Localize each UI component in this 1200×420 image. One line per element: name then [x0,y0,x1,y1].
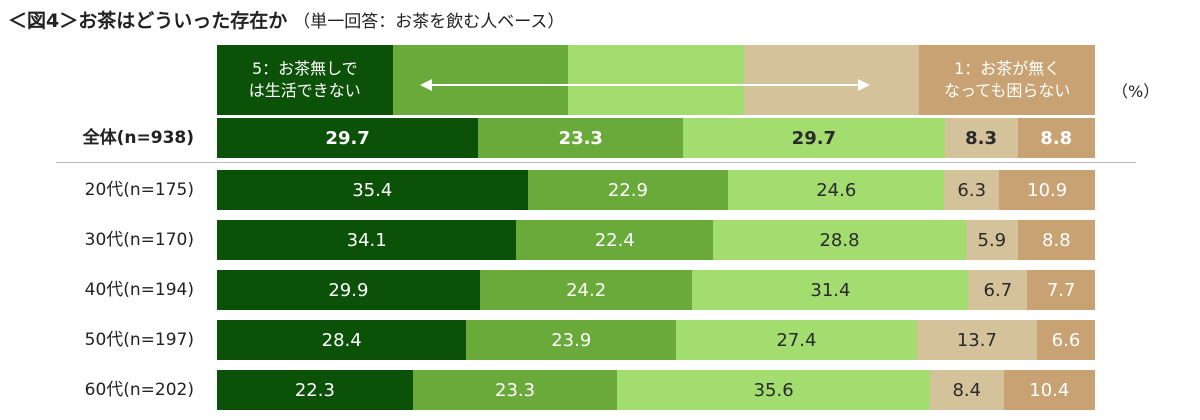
bar-segment-4: 23.3 [478,118,684,158]
bar-segment-1: 10.9 [999,170,1095,210]
bar-segment-4: 22.4 [516,220,714,260]
bar-segment-3: 24.6 [728,170,945,210]
row-label: 60代(n=202) [84,380,194,400]
legend-left-line2: は生活できない [248,81,361,100]
bar-segment-2: 8.3 [944,118,1018,158]
chart-title: ＜図4＞お茶はどういった存在か （単一回答：お茶を飲む人ベース） [8,6,564,33]
bar-segment-5: 34.1 [217,220,517,260]
stacked-bar: 22.3 23.3 35.6 8.4 10.4 [217,370,1095,410]
legend-left-line1: 5：お茶無しで [251,59,358,78]
bar-segment-4: 23.9 [466,320,677,360]
bar-segment-3: 27.4 [676,320,917,360]
row-label: 50代(n=197) [84,330,194,350]
legend-right-line1: 1：お茶が無く [954,59,1061,78]
bar-segment-2: 8.4 [929,370,1004,410]
bar-segment-2: 6.3 [944,170,1000,210]
stacked-bar: 34.1 22.4 28.8 5.9 8.8 [217,220,1095,260]
bar-segment-2: 5.9 [965,220,1018,260]
legend-scale: 5：お茶無しで は生活できない 1：お茶が無く なっても困らない [217,45,1095,115]
bar-segment-5: 28.4 [217,320,467,360]
legend-right-line2: なっても困らない [943,81,1071,100]
bar-segment-4: 23.3 [412,370,618,410]
bar-segment-1: 10.4 [1003,370,1095,410]
bar-segment-1: 8.8 [1017,118,1095,158]
stacked-bar: 28.4 23.9 27.4 13.7 6.6 [217,320,1095,360]
bar-segment-1: 8.8 [1017,220,1095,260]
bar-segment-3: 31.4 [692,270,969,310]
legend-seg-3 [568,45,744,115]
row-age-group: 50代(n=197) 28.4 23.9 27.4 13.7 6.6 [0,320,1200,360]
bar-segment-5: 35.4 [217,170,528,210]
bar-segment-5: 22.3 [217,370,413,410]
bar-segment-5: 29.9 [217,270,480,310]
row-label: 20代(n=175) [84,180,194,200]
bar-segment-3: 29.7 [683,118,945,158]
row-label: 30代(n=170) [84,230,194,250]
chart-title-main: ＜図4＞お茶はどういった存在か [8,10,288,32]
row-age-group: 20代(n=175) 35.4 22.9 24.6 6.3 10.9 [0,170,1200,210]
bar-segment-2: 13.7 [916,320,1038,360]
legend-seg-4 [392,45,569,115]
stacked-bar: 29.9 24.2 31.4 6.7 7.7 [217,270,1095,310]
bar-segment-2: 6.7 [968,270,1028,310]
stacked-bar: 29.7 23.3 29.7 8.3 8.8 [217,118,1095,158]
total-separator [56,162,1136,163]
bar-segment-4: 22.9 [527,170,729,210]
row-label: 全体(n=938) [82,128,194,148]
row-age-group: 40代(n=194) 29.9 24.2 31.4 6.7 7.7 [0,270,1200,310]
bar-segment-4: 24.2 [479,270,693,310]
bar-segment-5: 29.7 [217,118,479,158]
legend-left-label: 5：お茶無しで は生活できない [249,58,361,102]
row-age-group: 60代(n=202) 22.3 23.3 35.6 8.4 10.4 [0,370,1200,410]
legend-right-label: 1：お茶が無く なっても困らない [944,58,1070,102]
bar-segment-1: 6.6 [1037,320,1095,360]
bar-segment-3: 28.8 [713,220,966,260]
double-arrow-icon [420,79,870,91]
stacked-bar: 35.4 22.9 24.6 6.3 10.9 [217,170,1095,210]
row-total: 全体(n=938) 29.7 23.3 29.7 8.3 8.8 [0,118,1200,158]
legend-seg-1: 1：お茶が無く なっても困らない [919,45,1095,115]
legend-seg-5: 5：お茶無しで は生活できない [217,45,393,115]
bar-segment-3: 35.6 [617,370,930,410]
unit-label: （%） [1112,82,1160,101]
row-age-group: 30代(n=170) 34.1 22.4 28.8 5.9 8.8 [0,220,1200,260]
chart-title-sub: （単一回答：お茶を飲む人ベース） [293,12,565,32]
bar-segment-1: 7.7 [1027,270,1095,310]
legend-seg-2 [743,45,920,115]
row-label: 40代(n=194) [84,280,194,300]
